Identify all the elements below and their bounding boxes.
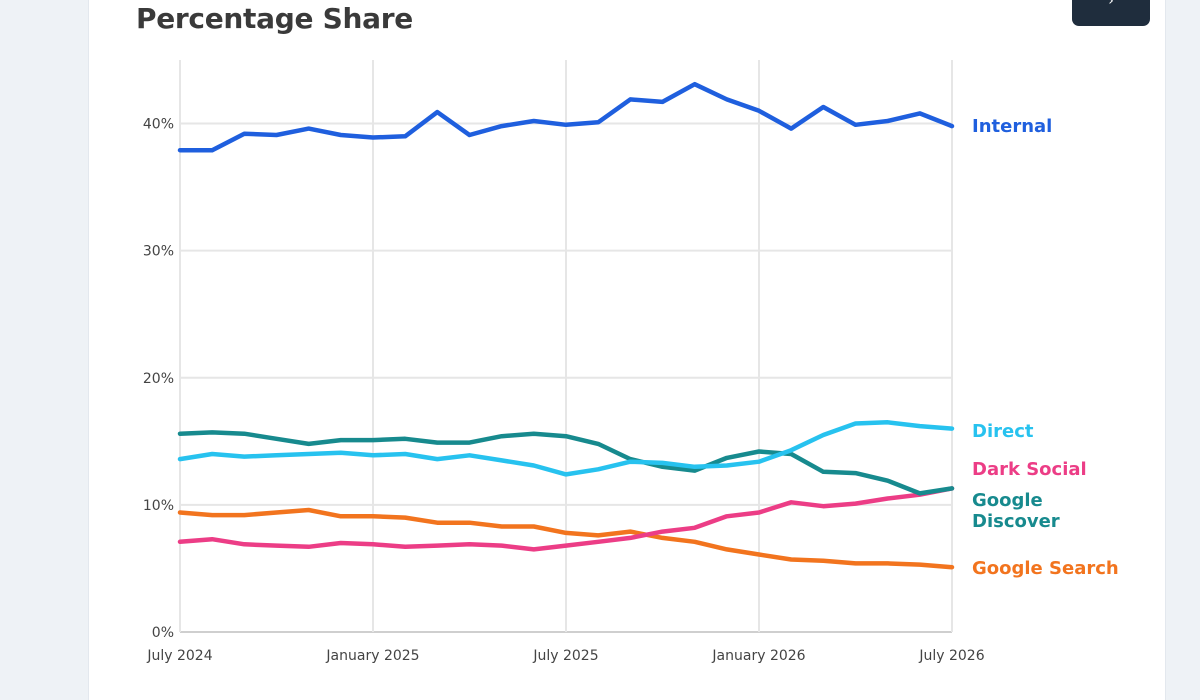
- x-tick-label: January 2026: [711, 648, 805, 664]
- y-tick-label: 40%: [143, 117, 174, 133]
- y-tick-label: 10%: [143, 498, 174, 514]
- series-line-dark-social: [177, 486, 955, 552]
- series-line-direct: [177, 420, 955, 477]
- chart-grid: [179, 60, 953, 633]
- y-tick-label: 20%: [143, 371, 174, 387]
- x-tick-label: July 2024: [146, 648, 212, 664]
- series-label-google-discover: Google Discover: [972, 490, 1060, 532]
- corner-menu-button[interactable]: ›: [1072, 0, 1150, 26]
- y-tick-label: 0%: [152, 625, 174, 641]
- series-line-google-search: [177, 507, 955, 570]
- chart-title: Percentage Share: [136, 2, 413, 35]
- series-line-internal: [177, 81, 955, 153]
- series-label-direct: Direct: [972, 421, 1034, 442]
- y-tick-label: 30%: [143, 244, 174, 260]
- series-label-internal: Internal: [972, 116, 1052, 137]
- y-axis: 0% 10% 20% 30% 40%: [143, 117, 174, 641]
- x-tick-label: July 2025: [532, 648, 598, 664]
- series-lines: [177, 81, 955, 570]
- x-tick-label: July 2026: [918, 648, 984, 664]
- line-chart: 0%10%20%30%40% July 2024 January 2025 July…: [143, 60, 1119, 664]
- series-line-google-discover: [177, 430, 955, 496]
- series-labels: Internal Direct Dark Social Google Discover G…: [972, 116, 1119, 579]
- chevron-icon: ›: [1108, 0, 1114, 9]
- chart-card: [88, 0, 1166, 700]
- x-axis: July 2024 January 2025 July 2025 January 20…: [146, 648, 984, 664]
- series-label-dark-social: Dark Social: [972, 459, 1087, 480]
- x-tick-label: January 2025: [325, 648, 419, 664]
- series-label-google-search: Google Search: [972, 558, 1119, 579]
